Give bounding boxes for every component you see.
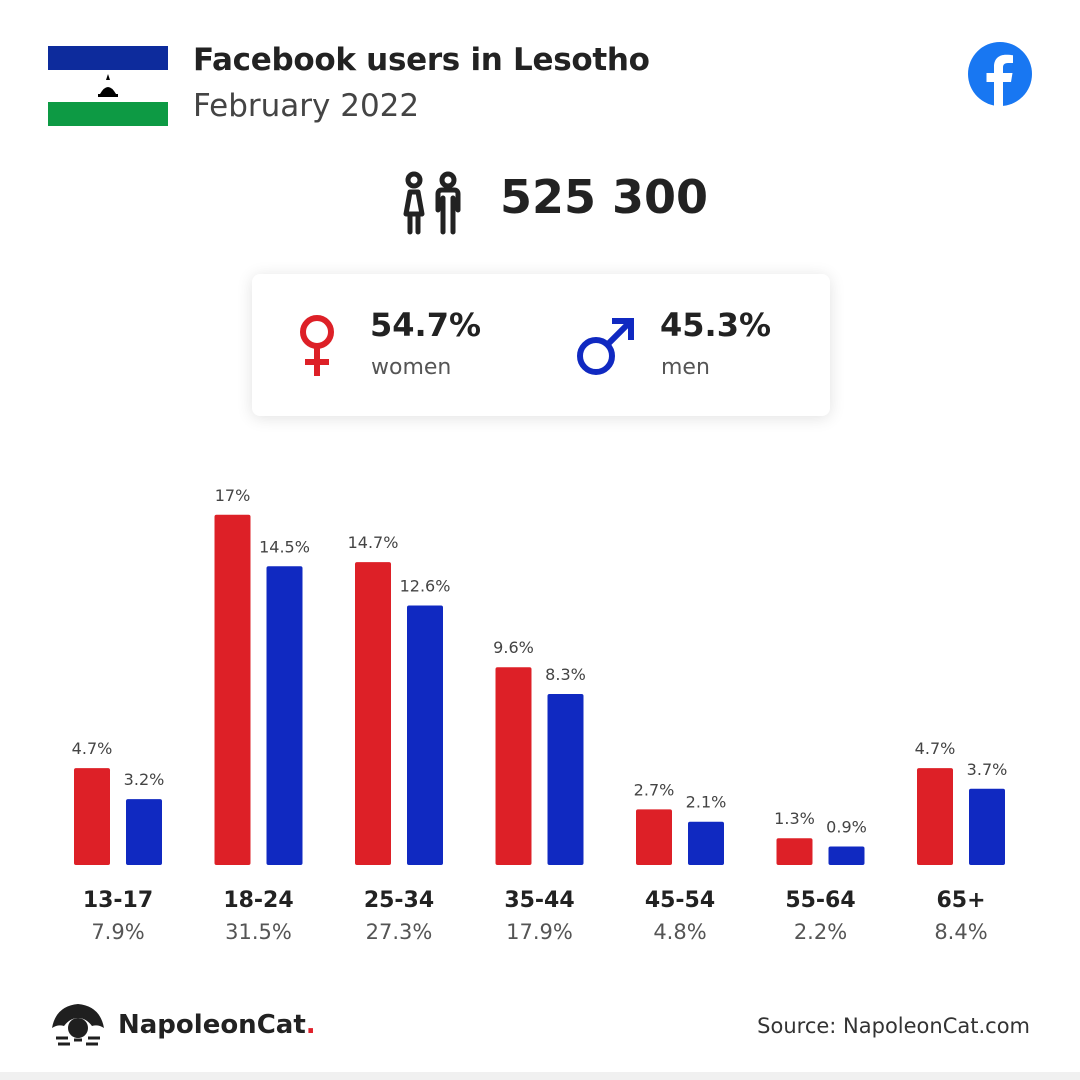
bar-label-men-55-64: 0.9%	[826, 817, 867, 836]
total-users: 525 300	[500, 170, 709, 224]
page-subtitle: February 2022	[193, 88, 420, 124]
category-label-25-34: 25-34	[364, 888, 434, 913]
category-label-13-17: 13-17	[83, 888, 153, 913]
bar-label-women-55-64: 1.3%	[774, 809, 815, 828]
bar-women-13-17	[74, 768, 110, 865]
category-total-18-24: 31.5%	[225, 920, 292, 944]
bar-label-men-25-34: 12.6%	[400, 576, 451, 595]
users-icon	[403, 171, 461, 235]
bar-label-men-45-54: 2.1%	[686, 793, 727, 812]
bar-label-women-35-44: 9.6%	[493, 638, 534, 657]
bar-women-65+	[917, 768, 953, 865]
category-total-45-54: 4.8%	[653, 920, 706, 944]
female-icon	[300, 315, 334, 376]
category-total-13-17: 7.9%	[91, 920, 144, 944]
source-text: Source: NapoleonCat.com	[757, 1014, 1030, 1038]
category-total-55-64: 2.2%	[794, 920, 847, 944]
bar-men-35-44	[547, 694, 584, 865]
category-total-35-44: 17.9%	[506, 920, 573, 944]
bar-men-45-54	[688, 821, 724, 865]
men-percentage: 45.3%	[660, 306, 772, 344]
category-total-65+: 8.4%	[934, 920, 987, 944]
gender-card: 54.7% women 45.3% men	[252, 274, 830, 416]
category-label-35-44: 35-44	[504, 888, 574, 913]
bar-label-men-35-44: 8.3%	[545, 665, 586, 684]
lesotho-flag-icon	[48, 46, 168, 126]
bar-women-18-24	[214, 514, 251, 865]
bar-men-55-64	[828, 846, 865, 865]
bar-women-25-34	[355, 562, 391, 865]
napoleoncat-logo-icon	[52, 1004, 104, 1046]
bar-women-35-44	[495, 667, 532, 865]
bar-women-45-54	[636, 809, 672, 865]
category-label-45-54: 45-54	[645, 888, 715, 913]
facebook-icon	[968, 42, 1032, 106]
brand-dot: .	[305, 1010, 316, 1040]
bar-label-men-18-24: 14.5%	[259, 537, 310, 556]
category-label-65+: 65+	[936, 888, 985, 913]
bar-label-men-65+: 3.7%	[967, 760, 1008, 779]
women-label: women	[371, 355, 452, 380]
men-label: men	[661, 355, 710, 380]
category-label-18-24: 18-24	[223, 888, 293, 913]
male-icon	[577, 318, 634, 375]
category-total-25-34: 27.3%	[366, 920, 433, 944]
bar-label-women-45-54: 2.7%	[634, 780, 675, 799]
page-title: Facebook users in Lesotho	[193, 42, 650, 78]
bar-women-55-64	[776, 838, 813, 865]
category-label-55-64: 55-64	[785, 888, 855, 913]
bar-label-men-13-17: 3.2%	[124, 770, 165, 789]
bar-label-women-25-34: 14.7%	[348, 533, 399, 552]
age-gender-bar-chart: 4.7% 3.2% 13-17 7.9% 17% 14.5% 18-24 31.5% 14.7%…	[72, 486, 1008, 944]
bar-label-women-13-17: 4.7%	[72, 739, 113, 758]
bar-label-women-18-24: 17%	[215, 486, 251, 505]
bar-men-18-24	[266, 566, 303, 865]
women-percentage: 54.7%	[370, 306, 482, 344]
bottom-divider	[0, 1072, 1080, 1080]
bar-men-65+	[969, 788, 1005, 865]
brand-name: NapoleonCat	[118, 1010, 306, 1040]
bar-men-25-34	[407, 605, 443, 865]
bar-label-women-65+: 4.7%	[915, 739, 956, 758]
napoleoncat-brand: NapoleonCat.	[118, 1010, 316, 1040]
bar-men-13-17	[126, 799, 162, 865]
